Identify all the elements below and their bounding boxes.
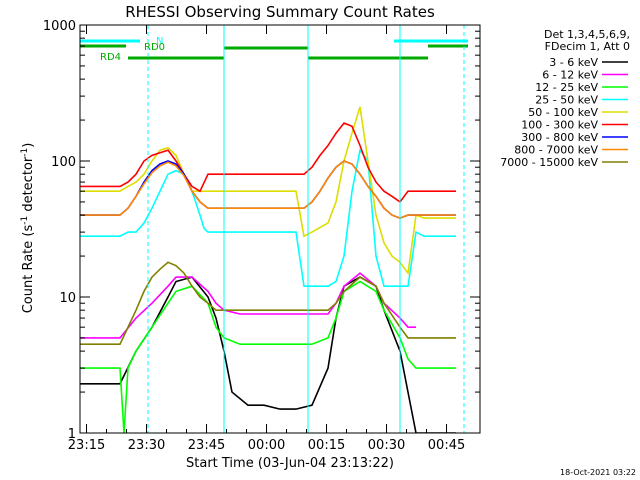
x-tick-label-1: 23:15 — [68, 438, 105, 453]
x-tick-label-2: 23:30 — [128, 438, 165, 453]
legend-label-9: 7000 - 15000 keV — [500, 156, 598, 169]
x-tick-label-3: 23:45 — [188, 438, 225, 453]
x-tick-label-6: 00:30 — [368, 438, 405, 453]
series-line-3 — [80, 280, 456, 433]
series-line-5 — [80, 106, 456, 276]
footnote: 18-Oct-2021 03:22 — [560, 468, 636, 477]
legend-label-1: 3 - 6 keV — [549, 56, 598, 69]
series-line-2 — [80, 272, 416, 339]
y-tick-label-3: 100 — [51, 155, 76, 170]
legend-label-8: 800 - 7000 keV — [514, 144, 598, 157]
attenuator-label-1: N — [156, 36, 163, 47]
series-line-9 — [80, 261, 456, 346]
legend-header-2: FDecim 1, Att 0 — [545, 40, 630, 53]
x-axis-label: Start Time (03-Jun-04 23:13:22) — [186, 456, 394, 471]
series-line-6 — [80, 122, 456, 204]
x-tick-label-7: 00:45 — [428, 438, 465, 453]
legend-label-5: 50 - 100 keV — [528, 106, 598, 119]
plot-axes — [79, 24, 481, 434]
legend-label-2: 6 - 12 keV — [542, 69, 598, 82]
x-tick-label-4: 00:00 — [248, 438, 285, 453]
x-tick-label-5: 00:15 — [308, 438, 345, 453]
plot-frame — [79, 24, 481, 434]
legend: Det 1,3,4,5,6,9,FDecim 1, Att 0 3 - 6 keV… — [500, 28, 630, 169]
series-line-1 — [80, 276, 456, 433]
legend-label-6: 100 - 300 keV — [521, 119, 598, 132]
y-tick-label-4: 1000 — [43, 19, 76, 34]
y-axis-label: Count Rate (s-1 detector-1) — [20, 143, 36, 314]
legend-header-1: Det 1,3,4,5,6,9, — [544, 28, 630, 41]
legend-label-4: 25 - 50 keV — [535, 94, 598, 107]
series-lines — [80, 106, 456, 433]
legend-label-7: 300 - 800 keV — [521, 131, 598, 144]
attenuator-label-3: RD4 — [100, 52, 121, 63]
y-tick-label-1: 1 — [68, 427, 76, 442]
series-line-4 — [80, 148, 456, 288]
attenuator-label-2: RD0 — [144, 42, 165, 53]
x-axis-ticks: 23:15 23:30 23:45 00:00 00:15 00:30 00:45 — [68, 25, 465, 453]
y-tick-label-2: 10 — [59, 291, 76, 306]
legend-label-3: 12 - 25 keV — [535, 81, 598, 94]
series-line-8 — [80, 160, 456, 219]
y-axis-ticks: 1 10 100 1000 — [43, 19, 480, 442]
chart-title: RHESSI Observing Summary Count Rates — [125, 3, 435, 21]
